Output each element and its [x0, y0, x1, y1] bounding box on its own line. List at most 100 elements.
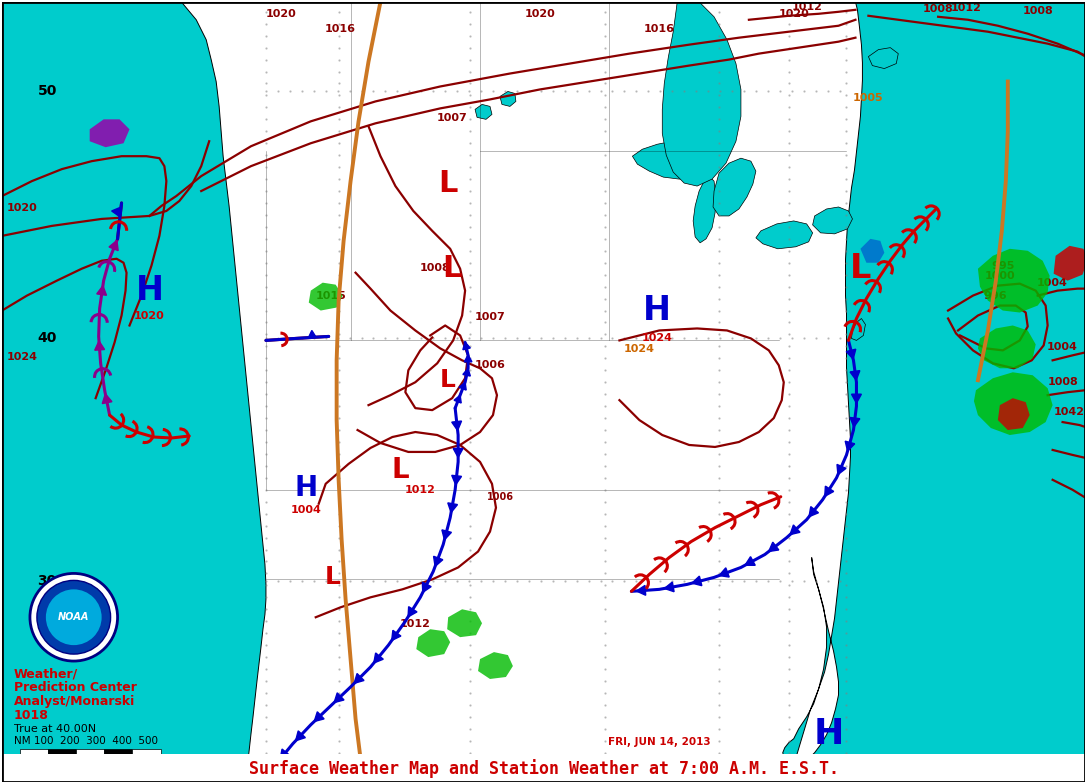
Polygon shape: [442, 530, 452, 539]
Text: Weather/: Weather/: [14, 667, 78, 680]
Polygon shape: [478, 652, 512, 679]
Polygon shape: [813, 207, 853, 234]
Text: 1020: 1020: [778, 9, 809, 19]
Text: 1016: 1016: [325, 23, 356, 34]
Text: 1016: 1016: [644, 23, 675, 34]
Text: Prediction Center: Prediction Center: [14, 681, 137, 694]
Text: NOAA: NOAA: [58, 612, 89, 622]
Text: L: L: [850, 252, 871, 285]
Polygon shape: [745, 557, 755, 565]
Bar: [20, 749, 48, 756]
Polygon shape: [182, 2, 863, 781]
Text: 1020: 1020: [134, 311, 164, 320]
Text: L: L: [441, 368, 456, 392]
Text: H: H: [643, 294, 671, 327]
Text: -90: -90: [593, 767, 616, 780]
Polygon shape: [861, 239, 885, 263]
Polygon shape: [417, 630, 450, 657]
Text: -90: -90: [855, 767, 878, 780]
Text: 1008: 1008: [923, 4, 953, 14]
Text: 1006: 1006: [486, 492, 514, 502]
Polygon shape: [462, 369, 470, 376]
Polygon shape: [665, 582, 675, 592]
Polygon shape: [663, 2, 741, 186]
Text: 995: 995: [991, 261, 1014, 271]
Polygon shape: [112, 207, 121, 217]
Text: H: H: [814, 716, 844, 751]
Text: 1004: 1004: [1047, 342, 1078, 352]
Polygon shape: [693, 176, 716, 243]
Text: -110: -110: [323, 767, 355, 780]
Text: 1007: 1007: [474, 312, 505, 323]
Polygon shape: [692, 576, 702, 586]
Polygon shape: [1053, 246, 1088, 280]
Text: L: L: [324, 565, 341, 590]
Text: 1024: 1024: [642, 334, 672, 344]
Polygon shape: [269, 766, 279, 776]
Circle shape: [30, 573, 118, 661]
Polygon shape: [89, 119, 129, 147]
Text: L: L: [438, 168, 458, 197]
Polygon shape: [374, 653, 383, 663]
Polygon shape: [998, 399, 1029, 430]
Text: 50: 50: [37, 85, 57, 99]
Polygon shape: [422, 583, 431, 593]
Text: H: H: [135, 274, 163, 307]
Text: 1008: 1008: [420, 263, 450, 272]
Polygon shape: [281, 749, 289, 759]
Polygon shape: [454, 395, 461, 403]
Text: 1004: 1004: [1037, 278, 1068, 287]
Polygon shape: [459, 382, 466, 390]
Text: L: L: [443, 254, 461, 283]
Polygon shape: [978, 326, 1036, 368]
Text: Surface Weather Map and Station Weather at 7:00 A.M. E.S.T.: Surface Weather Map and Station Weather …: [249, 759, 839, 778]
Text: 1000: 1000: [985, 271, 1015, 280]
Text: FRI, JUN 14, 2013: FRI, JUN 14, 2013: [608, 737, 710, 747]
Text: -80: -80: [778, 767, 800, 780]
Text: -100: -100: [455, 767, 485, 780]
Bar: [76, 749, 103, 756]
Polygon shape: [846, 349, 856, 359]
Polygon shape: [296, 731, 306, 741]
Text: Analyst/Monarski: Analyst/Monarski: [14, 695, 135, 708]
Polygon shape: [355, 673, 364, 684]
Polygon shape: [852, 394, 862, 403]
Polygon shape: [334, 693, 344, 702]
Circle shape: [46, 590, 101, 645]
Polygon shape: [850, 370, 860, 381]
Polygon shape: [852, 319, 865, 341]
Text: 1007: 1007: [436, 114, 468, 124]
Text: 30: 30: [38, 575, 57, 588]
Polygon shape: [769, 542, 779, 551]
Circle shape: [37, 580, 111, 654]
Polygon shape: [454, 449, 463, 457]
Polygon shape: [636, 586, 645, 595]
Text: -120: -120: [233, 767, 264, 780]
Polygon shape: [408, 607, 417, 617]
Polygon shape: [632, 141, 715, 179]
Text: NM 100  200  300  400  500: NM 100 200 300 400 500: [14, 736, 158, 745]
Text: 1020: 1020: [7, 203, 38, 213]
Text: 1012: 1012: [791, 2, 823, 12]
Polygon shape: [756, 221, 813, 249]
Text: 1008: 1008: [1048, 377, 1078, 388]
Text: 1018: 1018: [14, 709, 49, 722]
Text: 1004: 1004: [290, 505, 321, 514]
Text: 1024: 1024: [7, 352, 38, 363]
Polygon shape: [462, 342, 470, 350]
Polygon shape: [392, 630, 400, 640]
Text: 1005: 1005: [853, 93, 883, 103]
Text: 996: 996: [984, 290, 1006, 301]
Polygon shape: [447, 609, 482, 637]
Polygon shape: [868, 48, 899, 69]
Polygon shape: [97, 286, 107, 295]
Text: 1006: 1006: [474, 360, 506, 370]
Polygon shape: [845, 441, 855, 451]
Polygon shape: [500, 92, 516, 106]
Polygon shape: [95, 341, 104, 350]
Polygon shape: [109, 240, 119, 251]
Polygon shape: [308, 330, 317, 337]
Text: 1015: 1015: [316, 290, 346, 301]
Polygon shape: [448, 503, 458, 513]
Polygon shape: [837, 464, 846, 474]
